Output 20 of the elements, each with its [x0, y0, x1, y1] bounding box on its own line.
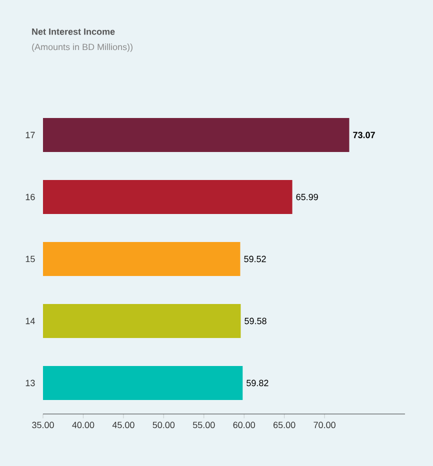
chart-title: Net Interest Income	[32, 28, 115, 35]
y-tick-label: 17	[26, 132, 35, 138]
x-tick-label: 40.00	[72, 422, 94, 428]
data-label: 65.99	[296, 194, 318, 200]
data-label: 59.82	[246, 380, 268, 386]
y-tick-label: 15	[26, 256, 35, 262]
data-label: 59.58	[244, 318, 266, 324]
x-tick-label: 60.00	[233, 422, 256, 428]
chart-subtitle: (Amounts in BD Millions))	[32, 44, 132, 52]
x-tick-label: 35.00	[32, 422, 54, 428]
x-tick-label: 65.00	[274, 422, 296, 428]
x-tick-label: 55.00	[192, 422, 215, 428]
x-tick-label: 70.00	[314, 422, 336, 428]
y-tick-label: 14	[26, 318, 35, 324]
data-label: 73.07	[353, 132, 375, 138]
y-tick-label: 13	[26, 380, 35, 386]
x-tick-label: 50.00	[152, 422, 175, 428]
data-label: 59.52	[244, 256, 266, 262]
y-tick-label: 16	[26, 194, 35, 200]
x-tick-label: 45.00	[112, 422, 134, 428]
